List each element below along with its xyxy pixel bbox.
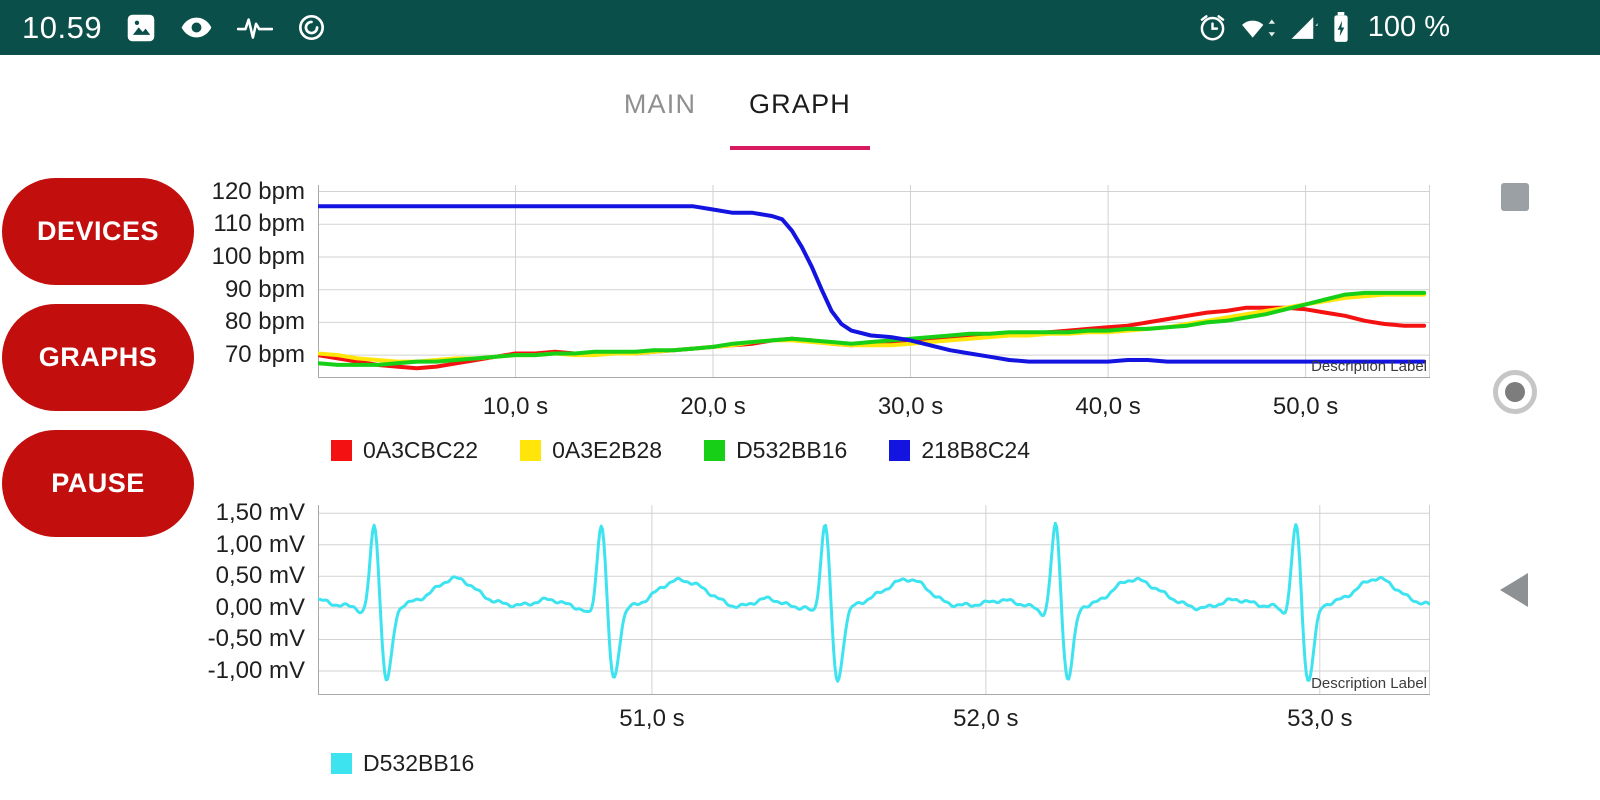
x-tick-label: 51,0 s	[619, 705, 685, 732]
tab-active-indicator	[730, 146, 870, 150]
back-icon[interactable]	[1500, 573, 1528, 607]
y-tick-label: -1,00 mV	[207, 657, 305, 684]
y-tick-label: 1,00 mV	[215, 530, 305, 558]
hr-y-axis: 120 bpm 110 bpm 100 bpm 90 bpm 80 bpm 70 bpm	[155, 178, 305, 378]
x-tick-label: 40,0 s	[1075, 393, 1141, 420]
eye-icon	[180, 15, 213, 40]
ecg-y-axis: 1,50 mV 1,00 mV 0,50 mV 0,00 mV -0,50 mV -1,0…	[155, 499, 305, 695]
y-tick-label: 110 bpm	[213, 210, 305, 238]
status-bar-left: 10.59	[0, 0, 326, 55]
tab-main-label: MAIN	[623, 89, 697, 119]
ecg-legend: D532BB16	[331, 750, 474, 777]
y-tick-label: 0,50 mV	[215, 562, 305, 590]
hr-chart-description: Description Label	[1311, 358, 1427, 375]
status-bar-right: 100 %	[1198, 11, 1600, 44]
waveform-icon	[237, 15, 274, 41]
home-icon	[1505, 382, 1525, 402]
data-saver-icon	[297, 13, 326, 42]
ecg-chart-description: Description Label	[1311, 675, 1427, 692]
legend-swatch-green	[704, 440, 726, 461]
clock-text: 10.59	[22, 10, 103, 45]
ecg-chart[interactable]: Description Label	[318, 505, 1430, 695]
legend-item: D532BB16	[331, 750, 474, 777]
legend-swatch-red	[331, 440, 352, 461]
y-tick-label: 1,50 mV	[215, 499, 305, 527]
tab-bar: MAIN GRAPH	[590, 88, 870, 150]
y-tick-label: 0,00 mV	[215, 593, 305, 621]
devices-button[interactable]: DEVICES	[2, 178, 194, 285]
y-tick-label: 80 bpm	[224, 308, 305, 336]
graphs-button[interactable]: GRAPHS	[2, 304, 194, 411]
legend-label: 218B8C24	[921, 437, 1031, 463]
x-tick-label: 10,0 s	[482, 393, 549, 420]
recents-button[interactable]	[1501, 183, 1529, 211]
legend-label: 0A3CBC22	[363, 437, 479, 463]
hr-x-axis: 10,0 s 20,0 s 30,0 s 40,0 s 50,0 s	[318, 392, 1430, 422]
wifi-icon	[1241, 15, 1275, 41]
pause-button[interactable]: PAUSE	[2, 430, 194, 537]
legend-item: 218B8C24	[889, 437, 1030, 464]
ecg-x-axis: 51,0 s 52,0 s 53,0 s	[318, 704, 1430, 734]
hr-legend: 0A3CBC22 0A3E2B28 D532BB16 218B8C24	[331, 437, 1030, 464]
tab-graph[interactable]: GRAPH	[730, 88, 870, 150]
cellular-signal-icon	[1289, 15, 1318, 41]
y-tick-label: 100 bpm	[211, 242, 305, 270]
y-tick-label: 120 bpm	[211, 177, 305, 205]
legend-swatch-cyan	[331, 753, 352, 774]
x-tick-label: 30,0 s	[877, 393, 944, 420]
x-tick-label: 52,0 s	[953, 705, 1019, 732]
alarm-icon	[1198, 13, 1227, 42]
x-tick-label: 53,0 s	[1287, 705, 1353, 732]
chart-canvas	[318, 505, 1430, 695]
legend-label: 0A3E2B28	[552, 437, 663, 463]
tab-main[interactable]: MAIN	[590, 88, 730, 150]
status-bar: 10.59 100 %	[0, 0, 1600, 55]
gallery-icon	[126, 13, 156, 43]
legend-item: 0A3CBC22	[331, 437, 478, 464]
tab-graph-label: GRAPH	[748, 89, 852, 119]
legend-swatch-yellow	[520, 440, 542, 461]
y-tick-label: 90 bpm	[224, 275, 305, 303]
legend-label: D532BB16	[736, 437, 848, 463]
x-tick-label: 50,0 s	[1272, 393, 1339, 420]
legend-swatch-blue	[889, 440, 911, 461]
y-tick-label: -0,50 mV	[207, 625, 305, 653]
heart-rate-chart[interactable]: Description Label	[318, 185, 1430, 378]
battery-percent-text: 100 %	[1367, 11, 1450, 43]
legend-item: 0A3E2B28	[520, 437, 662, 464]
legend-label: D532BB16	[363, 750, 475, 776]
battery-charging-icon	[1332, 12, 1350, 43]
x-tick-label: 20,0 s	[680, 393, 746, 420]
y-tick-label: 70 bpm	[224, 341, 305, 369]
chart-canvas	[318, 185, 1430, 378]
legend-item: D532BB16	[704, 437, 847, 464]
home-button[interactable]	[1493, 370, 1537, 414]
